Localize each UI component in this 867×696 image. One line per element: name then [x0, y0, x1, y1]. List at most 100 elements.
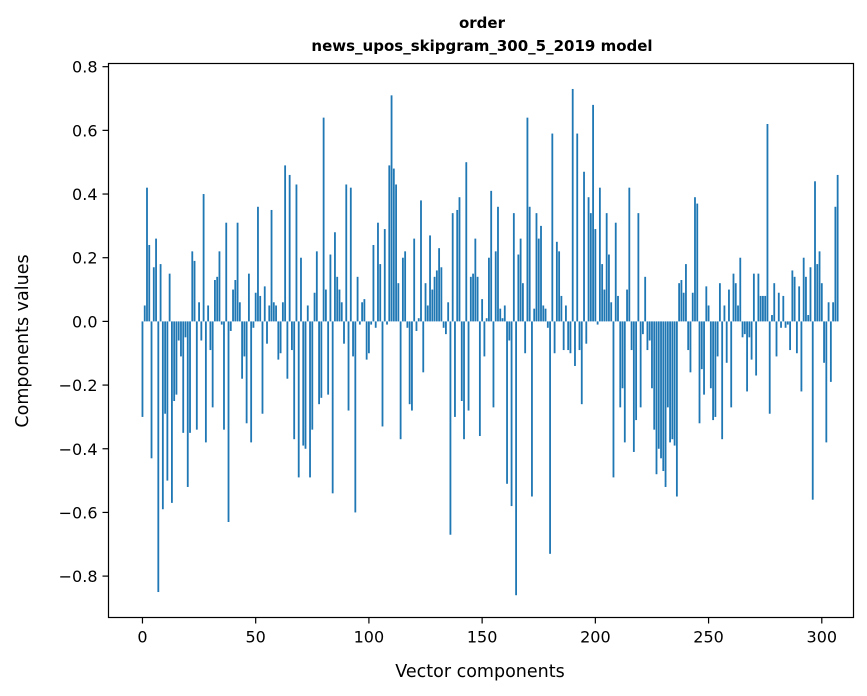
bar: [286, 321, 289, 379]
bar: [279, 321, 282, 354]
bar: [218, 251, 221, 322]
bar: [700, 321, 703, 370]
bar: [829, 321, 832, 382]
bar: [417, 318, 420, 322]
bar: [415, 321, 418, 331]
bar: [632, 321, 635, 452]
bar: [331, 321, 334, 494]
bar: [574, 321, 576, 366]
x-tick-label: 300: [807, 628, 838, 647]
bar: [773, 283, 776, 322]
bar: [275, 305, 277, 322]
bar: [159, 264, 162, 322]
bar: [354, 321, 357, 513]
bar: [263, 286, 266, 322]
bar: [166, 321, 169, 481]
y-tick-label: 0.8: [72, 58, 97, 77]
bar: [227, 321, 230, 522]
bar: [245, 321, 248, 424]
bar: [546, 321, 549, 328]
bar: [521, 283, 524, 322]
bar: [512, 213, 515, 322]
bar: [694, 197, 696, 322]
bar: [703, 321, 705, 395]
bar: [762, 295, 764, 322]
bar: [465, 162, 468, 322]
bar: [309, 321, 311, 478]
bar: [553, 321, 556, 354]
bar: [805, 276, 807, 322]
y-tick-label: 0.4: [72, 185, 97, 204]
bar: [524, 321, 527, 354]
bar: [322, 117, 325, 322]
bar: [675, 321, 678, 497]
bar: [642, 321, 644, 335]
bar: [449, 321, 452, 535]
bar: [746, 321, 748, 392]
bar: [202, 194, 205, 322]
bar: [243, 321, 246, 357]
bar: [497, 206, 499, 322]
bar: [345, 184, 348, 322]
bar: [352, 321, 354, 357]
bar: [666, 321, 669, 408]
bar: [408, 321, 411, 405]
bar: [304, 321, 307, 449]
bar: [191, 251, 194, 322]
bar: [718, 283, 721, 322]
bar: [669, 321, 671, 443]
bar: [318, 321, 320, 405]
bar: [270, 209, 273, 322]
bar: [608, 254, 610, 322]
bar: [716, 321, 719, 357]
bar: [214, 280, 216, 322]
y-tick-label: −0.4: [59, 440, 98, 459]
bar: [442, 321, 445, 328]
bar: [696, 203, 699, 322]
bar: [614, 222, 617, 322]
bar: [458, 197, 461, 322]
bar: [730, 321, 733, 408]
bar: [811, 321, 814, 500]
bar: [404, 251, 407, 322]
bar: [349, 187, 352, 322]
bar: [440, 267, 443, 322]
bar: [630, 321, 633, 351]
y-tick-label: 0.6: [72, 121, 97, 140]
bar: [655, 321, 658, 475]
bar: [705, 286, 708, 322]
bar: [623, 321, 626, 443]
bar: [171, 321, 173, 503]
bar: [628, 187, 631, 322]
bar: [680, 280, 683, 322]
bar: [311, 321, 314, 430]
bar: [569, 321, 572, 354]
bar: [789, 321, 791, 351]
bar: [820, 283, 823, 322]
bar: [698, 321, 701, 424]
bar: [356, 276, 359, 322]
bar: [793, 276, 796, 322]
bar: [809, 267, 812, 322]
bar: [182, 321, 185, 433]
bar: [503, 305, 506, 322]
bar: [759, 295, 762, 322]
chart-title-line1: order: [459, 14, 506, 32]
bar: [501, 318, 504, 322]
bar: [712, 321, 715, 421]
bar: [732, 273, 735, 322]
bar: [743, 321, 746, 335]
bar: [714, 321, 717, 417]
bar: [508, 321, 511, 341]
bar: [664, 321, 667, 487]
bar: [535, 213, 538, 322]
bar: [750, 321, 753, 360]
bar: [660, 321, 662, 459]
bar: [379, 264, 382, 322]
bar: [445, 321, 447, 335]
bar: [836, 174, 839, 322]
bar: [207, 305, 210, 322]
bar: [555, 241, 558, 322]
bar: [728, 289, 730, 322]
bar: [193, 260, 196, 322]
